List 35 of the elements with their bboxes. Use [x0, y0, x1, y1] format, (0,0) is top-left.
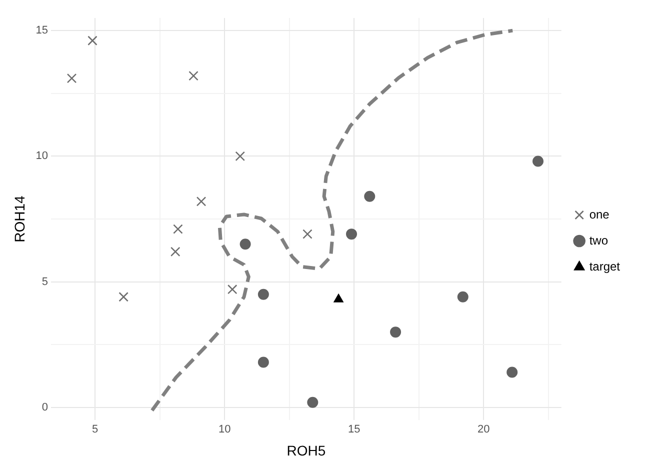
point	[66, 73, 77, 84]
point	[227, 284, 238, 294]
point	[532, 156, 544, 167]
x-tick-label: 15	[348, 424, 360, 436]
point	[170, 246, 180, 257]
line-series	[150, 28, 514, 412]
legend-label: one	[589, 207, 610, 222]
y-axis-title: ROH14	[11, 195, 28, 242]
y-tick-label: 5	[42, 276, 48, 288]
point	[235, 151, 246, 162]
x-axis-title: ROH5	[286, 442, 326, 458]
y-tick-label: 15	[36, 24, 48, 37]
point	[457, 291, 468, 302]
point	[346, 228, 358, 240]
point	[334, 294, 344, 302]
point	[307, 396, 318, 408]
point	[88, 36, 98, 46]
point	[364, 190, 376, 202]
point	[240, 238, 251, 250]
y-tick-label: 10	[36, 150, 48, 162]
point	[118, 292, 128, 302]
point	[196, 196, 206, 206]
point	[506, 366, 518, 378]
point	[302, 229, 312, 239]
x-tick-label: 5	[92, 424, 98, 436]
x-tick-label: 20	[477, 424, 490, 436]
point	[258, 288, 269, 300]
point	[188, 70, 198, 81]
y-tick-label: 0	[42, 401, 48, 414]
point	[258, 356, 269, 368]
x-tick-label: 10	[218, 424, 231, 436]
legend-label: target	[589, 259, 621, 274]
point	[173, 224, 183, 234]
legend-label: two	[589, 233, 608, 248]
point	[390, 326, 402, 338]
